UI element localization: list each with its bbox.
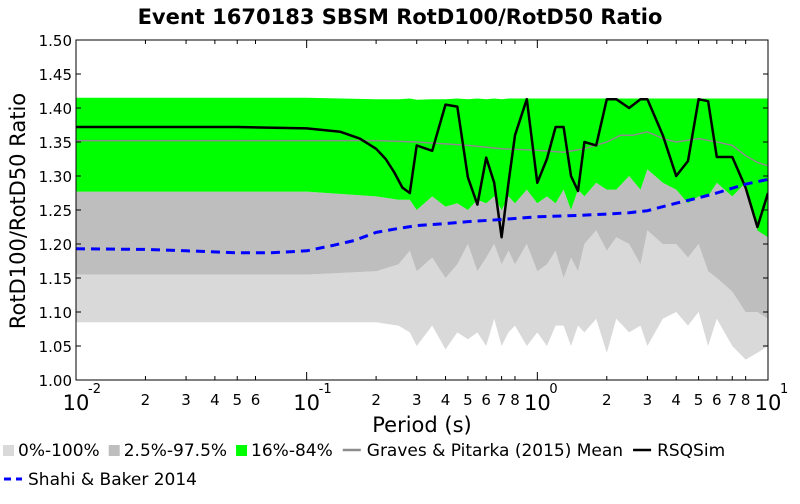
x-axis-label: Period (s) [372, 413, 471, 437]
x-major-tick-exponent: 0 [549, 382, 557, 397]
x-major-tick-label: 10 [293, 391, 320, 415]
x-major-tick-label: 10 [755, 391, 782, 415]
x-minor-tick-label: 7 [497, 391, 507, 409]
series-shahi-baker-2014 [76, 177, 768, 255]
chart-title: Event 1670183 SBSM RotD100/RotD50 Ratio [138, 5, 663, 29]
x-major-tick-label: 10 [63, 391, 90, 415]
y-tick-label: 1.10 [39, 304, 72, 322]
x-minor-tick-label: 4 [671, 391, 681, 409]
legend-swatch [3, 445, 14, 456]
legend-item-shahi-baker-2014: Shahi & Baker 2014 [4, 470, 197, 490]
x-minor-tick-label: 6 [251, 391, 261, 409]
x-minor-tick-label: 3 [181, 391, 191, 409]
x-major-tick-exponent: -2 [88, 382, 101, 397]
legend-item-0-100: 0%-100% [3, 441, 100, 461]
legend-label: 2.5%-97.5% [124, 441, 227, 461]
y-tick-label: 1.05 [39, 338, 72, 356]
band-2-5-97-5 [76, 169, 768, 319]
y-tick-label: 1.40 [39, 100, 72, 118]
x-minor-tick-label: 4 [441, 391, 451, 409]
y-tick-label: 1.20 [39, 236, 72, 254]
legend-label: RSQSim [657, 441, 725, 461]
x-minor-tick-label: 7 [727, 391, 737, 409]
series-rsqsim [76, 97, 768, 239]
band-0-100 [76, 230, 768, 360]
y-tick-label: 1.35 [39, 134, 72, 152]
plot-area [75, 39, 769, 381]
x-minor-tick-label: 5 [232, 391, 242, 409]
x-minor-tick-label: 3 [412, 391, 422, 409]
x-minor-tick-label: 6 [481, 391, 491, 409]
legend-label: Shahi & Baker 2014 [28, 470, 197, 490]
legend-item-2-5-97-5: 2.5%-97.5% [108, 441, 227, 461]
y-tick-label: 1.30 [39, 168, 72, 186]
legend-item-rsqsim: RSQSim [633, 441, 725, 461]
band-16-84 [76, 97, 768, 238]
x-minor-tick-label: 3 [643, 391, 653, 409]
legend-swatch [108, 445, 120, 456]
x-minor-tick-label: 5 [694, 391, 704, 409]
legend-item-16-84: 16%-84% [236, 441, 333, 461]
legend-swatch [236, 445, 248, 456]
y-tick-label: 1.50 [39, 32, 72, 50]
legend-label: Graves & Pitarka (2015) Mean [367, 441, 623, 461]
y-tick-label: 1.45 [39, 66, 72, 84]
y-tick-label: 1.15 [39, 270, 72, 288]
x-minor-tick-label: 8 [741, 391, 751, 409]
x-minor-tick-label: 2 [371, 391, 381, 409]
y-axis-ticks: 1.00 1.05 1.10 1.15 1.20 1.25 1.30 1.35 1.40 1.45… [39, 32, 768, 390]
y-axis-label: RotD100/RotD50 Ratio [6, 93, 30, 329]
y-tick-label: 1.00 [39, 372, 72, 390]
legend-label: 0%-100% [18, 441, 100, 461]
x-minor-tick-label: 8 [510, 391, 520, 409]
y-tick-label: 1.25 [39, 202, 72, 220]
x-major-tick-exponent: 1 [780, 382, 788, 397]
legend: 0%-100% 2.5%-97.5% 16%-84% Graves & Pitarka… [3, 441, 725, 490]
x-minor-tick-label: 5 [463, 391, 473, 409]
legend-label: 16%-84% [251, 441, 333, 461]
legend-item-graves-pitarka-2015-mean: Graves & Pitarka (2015) Mean [342, 441, 623, 461]
x-major-tick-exponent: -1 [319, 382, 332, 397]
x-major-tick-label: 10 [524, 391, 551, 415]
x-minor-tick-label: 2 [141, 391, 151, 409]
x-minor-tick-label: 4 [210, 391, 220, 409]
x-minor-tick-label: 2 [602, 391, 612, 409]
x-minor-tick-label: 6 [712, 391, 722, 409]
